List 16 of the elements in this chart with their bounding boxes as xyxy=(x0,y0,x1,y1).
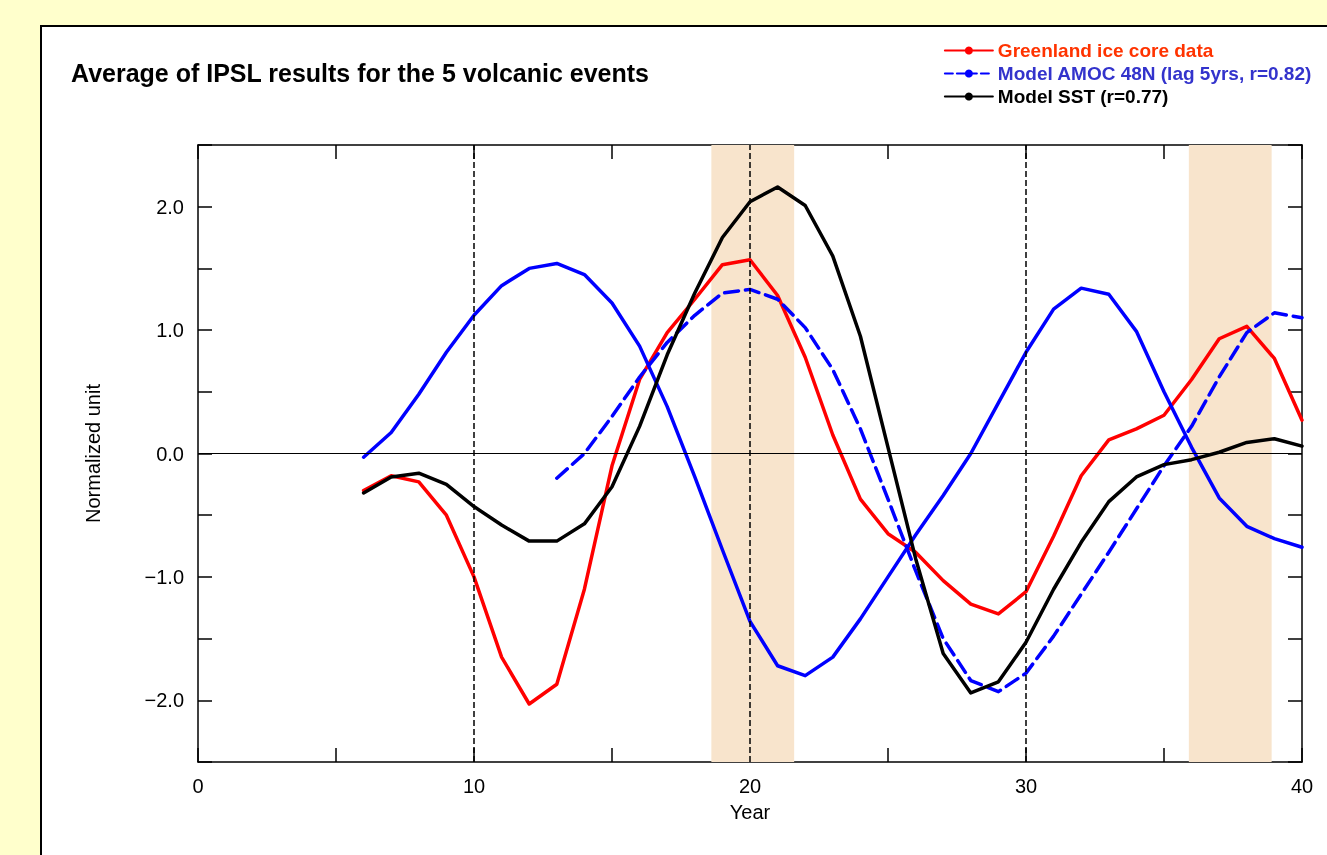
x-tick-label: 10 xyxy=(462,775,486,797)
y-axis-title: Normalized unit xyxy=(82,383,104,523)
x-tick-label: 30 xyxy=(1014,775,1038,797)
y-tick-label: −2.0 xyxy=(144,689,184,712)
x-tick-label: 40 xyxy=(1290,775,1314,797)
legend-label: Greenland ice core data xyxy=(997,40,1214,61)
chart-title: Average of IPSL results for the 5 volcanic events xyxy=(71,58,649,87)
x-tick-label: 20 xyxy=(738,775,762,797)
legend-label: Model SST (r=0.77) xyxy=(997,86,1169,107)
y-tick-label: 2.0 xyxy=(156,195,184,218)
x-axis-title: Year xyxy=(729,801,771,823)
x-tick-label: 0 xyxy=(192,775,204,797)
legend-label: Model AMOC 48N (lag 5yrs, r=0.82) xyxy=(997,63,1312,84)
y-tick-label: −1.0 xyxy=(144,565,184,588)
y-tick-label: 0.0 xyxy=(156,442,184,465)
y-tick-label: 1.0 xyxy=(156,319,184,342)
